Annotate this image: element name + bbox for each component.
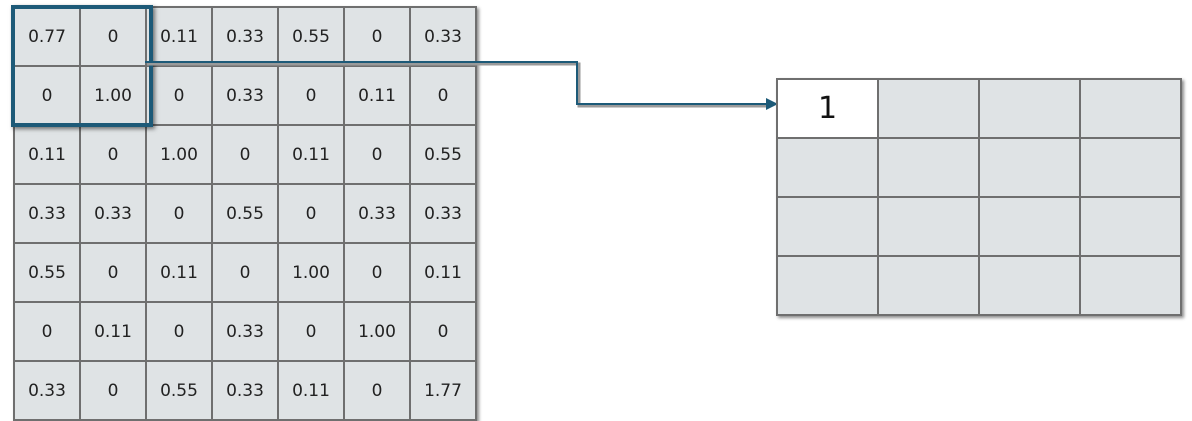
output-cell: [980, 139, 1081, 198]
input-cell: 0: [411, 67, 477, 126]
input-cell: 0.33: [411, 8, 477, 67]
input-cell: 0: [15, 67, 81, 126]
output-cell: [879, 198, 980, 257]
input-cell: 0.55: [279, 8, 345, 67]
input-cell: 0.55: [411, 126, 477, 185]
input-cell: 0.55: [15, 244, 81, 303]
input-cell: 1.00: [81, 67, 147, 126]
output-cell: 1: [778, 80, 879, 139]
input-cell: 0: [147, 303, 213, 362]
input-cell: 0.11: [15, 126, 81, 185]
input-cell: 0: [213, 244, 279, 303]
input-cell: 0.33: [213, 303, 279, 362]
input-cell: 1.00: [279, 244, 345, 303]
input-cell: 0.33: [411, 185, 477, 244]
input-cell: 0: [411, 303, 477, 362]
input-cell: 1.00: [147, 126, 213, 185]
input-cell: 0: [147, 185, 213, 244]
output-cell: [1081, 80, 1182, 139]
input-cell: 0.33: [81, 185, 147, 244]
output-cell: [778, 257, 879, 316]
input-cell: 0.33: [15, 185, 81, 244]
input-cell: 0.11: [279, 126, 345, 185]
output-cell: [980, 80, 1081, 139]
output-cell: [980, 198, 1081, 257]
output-cell: [778, 139, 879, 198]
output-cell: [1081, 257, 1182, 316]
input-cell: 1.00: [345, 303, 411, 362]
input-cell: 0.33: [15, 362, 81, 421]
input-cell: 0.33: [213, 67, 279, 126]
input-cell: 0: [81, 126, 147, 185]
input-cell: 0.11: [147, 8, 213, 67]
output-cell: [879, 80, 980, 139]
input-cell: 0: [345, 244, 411, 303]
output-cell: [1081, 198, 1182, 257]
input-cell: 0: [81, 362, 147, 421]
input-cell: 0: [279, 185, 345, 244]
input-cell: 0: [345, 8, 411, 67]
output-cell: [879, 257, 980, 316]
input-cell: 0.11: [81, 303, 147, 362]
input-cell: 0.55: [213, 185, 279, 244]
input-cell: 0: [81, 244, 147, 303]
input-cell: 0.11: [147, 244, 213, 303]
input-cell: 0: [81, 8, 147, 67]
input-cell: 0: [147, 67, 213, 126]
output-cell: [879, 139, 980, 198]
input-cell: 0: [15, 303, 81, 362]
input-cell: 0.11: [345, 67, 411, 126]
input-matrix: 0.77 0 0.11 0.33 0.55 0 0.33 0 1.00 0 0.33 0 0.11 0 0.…: [13, 6, 477, 421]
input-cell: 0: [279, 303, 345, 362]
input-cell: 0.33: [213, 8, 279, 67]
input-cell: 0: [213, 126, 279, 185]
output-matrix: 1: [776, 78, 1182, 316]
output-cell: [1081, 139, 1182, 198]
input-cell: 1.77: [411, 362, 477, 421]
input-cell: 0.55: [147, 362, 213, 421]
output-cell: [778, 198, 879, 257]
input-cell: 0: [345, 126, 411, 185]
input-cell: 0: [279, 67, 345, 126]
input-cell: 0.33: [213, 362, 279, 421]
input-cell: 0: [345, 362, 411, 421]
input-cell: 0.11: [279, 362, 345, 421]
input-cell: 0.77: [15, 8, 81, 67]
input-cell: 0.33: [345, 185, 411, 244]
output-cell: [980, 257, 1081, 316]
input-cell: 0.11: [411, 244, 477, 303]
